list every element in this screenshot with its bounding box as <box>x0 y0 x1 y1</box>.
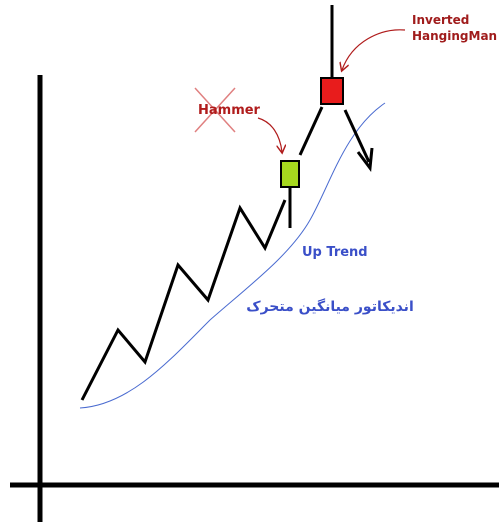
indicator-label: اندیکاتور میانگین متحرک <box>246 298 414 315</box>
inverted-label: Inverted <box>412 13 469 27</box>
down-arrow <box>343 109 371 163</box>
price-line <box>80 199 287 401</box>
up-trend-label: Up Trend <box>302 245 368 260</box>
hammer-label: Hammer <box>198 103 261 118</box>
inverted-label: HangingMan <box>412 29 497 43</box>
hanging-candle <box>320 77 344 105</box>
price-line <box>298 106 324 156</box>
moving-average <box>79 102 386 409</box>
down-arrow-head <box>356 147 374 172</box>
hammer-candle <box>280 160 300 188</box>
hammer-arrow <box>257 117 282 152</box>
inverted-arrow <box>342 29 406 70</box>
cross <box>194 87 236 133</box>
